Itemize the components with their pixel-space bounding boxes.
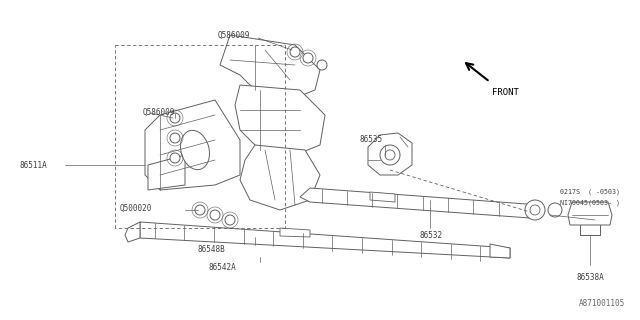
Polygon shape [300,188,540,218]
Ellipse shape [180,130,209,170]
Circle shape [303,53,313,63]
Text: Q586009: Q586009 [143,108,175,116]
Polygon shape [145,100,240,190]
Text: 0217S  ( -0503): 0217S ( -0503) [560,189,620,195]
Polygon shape [568,202,612,225]
Circle shape [380,145,400,165]
Text: 86511A: 86511A [20,161,48,170]
Polygon shape [370,192,395,202]
Text: 86535: 86535 [360,135,383,145]
Circle shape [225,215,235,225]
Text: A871001105: A871001105 [579,299,625,308]
Polygon shape [148,155,185,190]
Polygon shape [240,145,320,210]
Text: 86548B: 86548B [198,245,226,254]
Circle shape [530,205,540,215]
Polygon shape [368,133,412,175]
Circle shape [548,203,562,217]
Circle shape [210,210,220,220]
Text: Q586009: Q586009 [218,30,250,39]
Circle shape [170,153,180,163]
Circle shape [317,60,327,70]
Polygon shape [220,35,320,100]
Polygon shape [235,85,325,155]
Text: 86538A: 86538A [576,274,604,283]
Polygon shape [280,228,310,237]
Circle shape [170,113,180,123]
Text: 86542A: 86542A [208,263,236,273]
Text: FRONT: FRONT [492,88,519,97]
Circle shape [195,205,205,215]
Text: 86532: 86532 [420,230,443,239]
Text: Q500020: Q500020 [120,204,152,212]
Circle shape [525,200,545,220]
Polygon shape [140,222,510,258]
Circle shape [385,150,395,160]
Polygon shape [490,244,510,258]
Circle shape [290,47,300,57]
Text: NI70045(0503- ): NI70045(0503- ) [560,200,620,206]
Polygon shape [125,222,140,242]
Circle shape [170,133,180,143]
